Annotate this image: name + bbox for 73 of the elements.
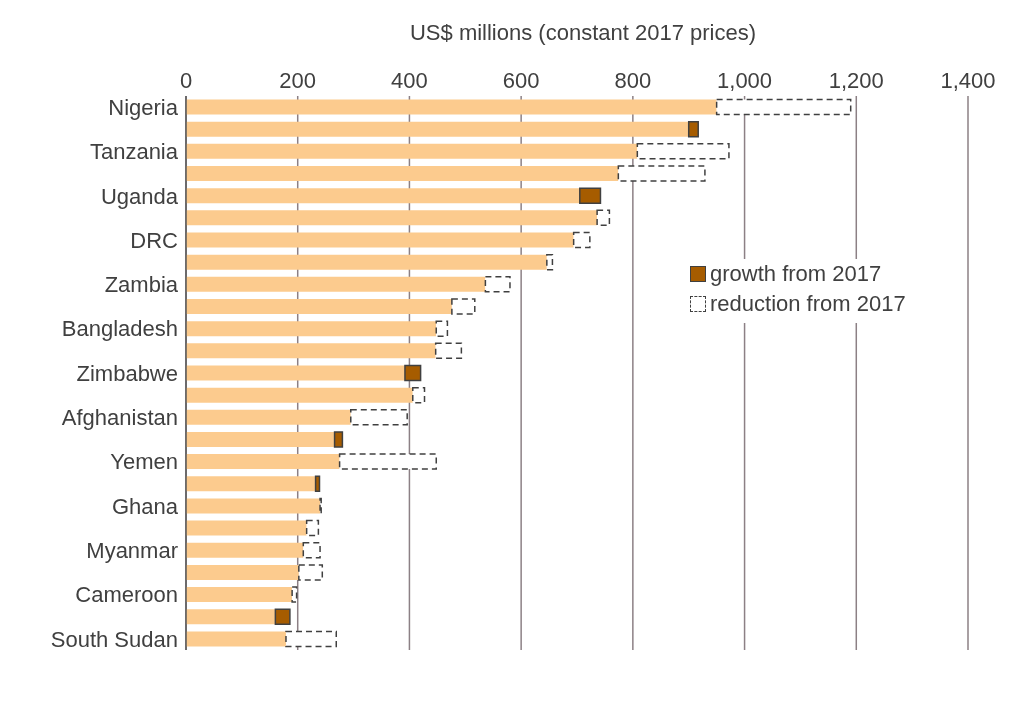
y-tick-label: Ghana <box>111 493 179 519</box>
bar <box>636 143 730 160</box>
bar <box>291 586 298 603</box>
bar <box>617 165 706 182</box>
bar <box>715 98 852 116</box>
bar <box>350 409 408 426</box>
bar <box>186 143 638 159</box>
y-tick-label: Zimbabwe <box>76 360 178 386</box>
x-tick-label: 400 <box>391 68 428 93</box>
legend-label: growth from 2017 <box>710 261 886 287</box>
x-tick-label: 0 <box>179 68 193 93</box>
bar <box>186 564 299 580</box>
bar <box>302 542 321 559</box>
y-tick-label: Tanzania <box>89 139 179 165</box>
bar <box>186 343 436 359</box>
x-tick-label: 200 <box>279 68 317 93</box>
bar <box>579 187 602 204</box>
y-tick-label: DRC <box>130 227 179 253</box>
x-tick-label: 1,200 <box>828 68 884 93</box>
bar <box>338 453 437 470</box>
y-tick-label: Nigeria <box>108 94 179 120</box>
bar <box>186 587 293 603</box>
bar <box>484 276 511 293</box>
x-axis-title: US$ millions (constant 2017 prices) <box>408 20 757 46</box>
x-tick-label: 800 <box>614 68 652 93</box>
bar <box>687 120 699 138</box>
bar <box>186 387 413 403</box>
bar <box>298 564 324 581</box>
y-tick-label: Zambia <box>104 272 179 298</box>
bar <box>546 253 554 271</box>
bar <box>186 631 286 647</box>
bar <box>314 475 321 493</box>
bar <box>186 254 547 270</box>
bar <box>186 609 276 625</box>
bar <box>186 498 321 514</box>
bar <box>186 431 335 447</box>
bar <box>186 476 316 492</box>
bar <box>186 188 580 204</box>
bar <box>186 365 405 381</box>
y-tick-label: Cameroon <box>75 582 178 608</box>
bar <box>412 386 426 404</box>
bar <box>186 321 437 337</box>
bar <box>186 520 307 536</box>
bar <box>305 519 320 537</box>
bar <box>186 276 486 292</box>
x-tick-label: 1,400 <box>940 68 996 93</box>
bar <box>333 431 344 448</box>
bar <box>572 231 591 249</box>
bar <box>451 298 476 315</box>
y-tick-label: Afghanistan <box>61 405 178 431</box>
bar <box>596 209 611 227</box>
bar <box>274 608 291 625</box>
bar <box>434 342 463 360</box>
y-tick-label: Bangladesh <box>61 316 178 342</box>
y-tick-label: Myanmar <box>86 538 178 564</box>
bar <box>186 454 340 470</box>
x-tick-label: 600 <box>502 68 540 93</box>
bar <box>186 232 574 248</box>
bar <box>186 166 619 182</box>
y-tick-label: Uganda <box>100 183 179 209</box>
bar <box>186 298 452 314</box>
bar <box>404 364 422 382</box>
x-tick-label: 1,000 <box>717 68 773 93</box>
bar <box>435 320 449 337</box>
bar <box>186 121 689 137</box>
bar <box>186 99 717 115</box>
y-tick-label: Yemen <box>110 449 178 475</box>
bar <box>285 630 338 648</box>
bar <box>186 542 304 558</box>
legend-label: reduction from 2017 <box>710 291 910 317</box>
bar <box>186 409 351 425</box>
bar <box>186 210 598 226</box>
y-tick-label: South Sudan <box>50 626 178 652</box>
